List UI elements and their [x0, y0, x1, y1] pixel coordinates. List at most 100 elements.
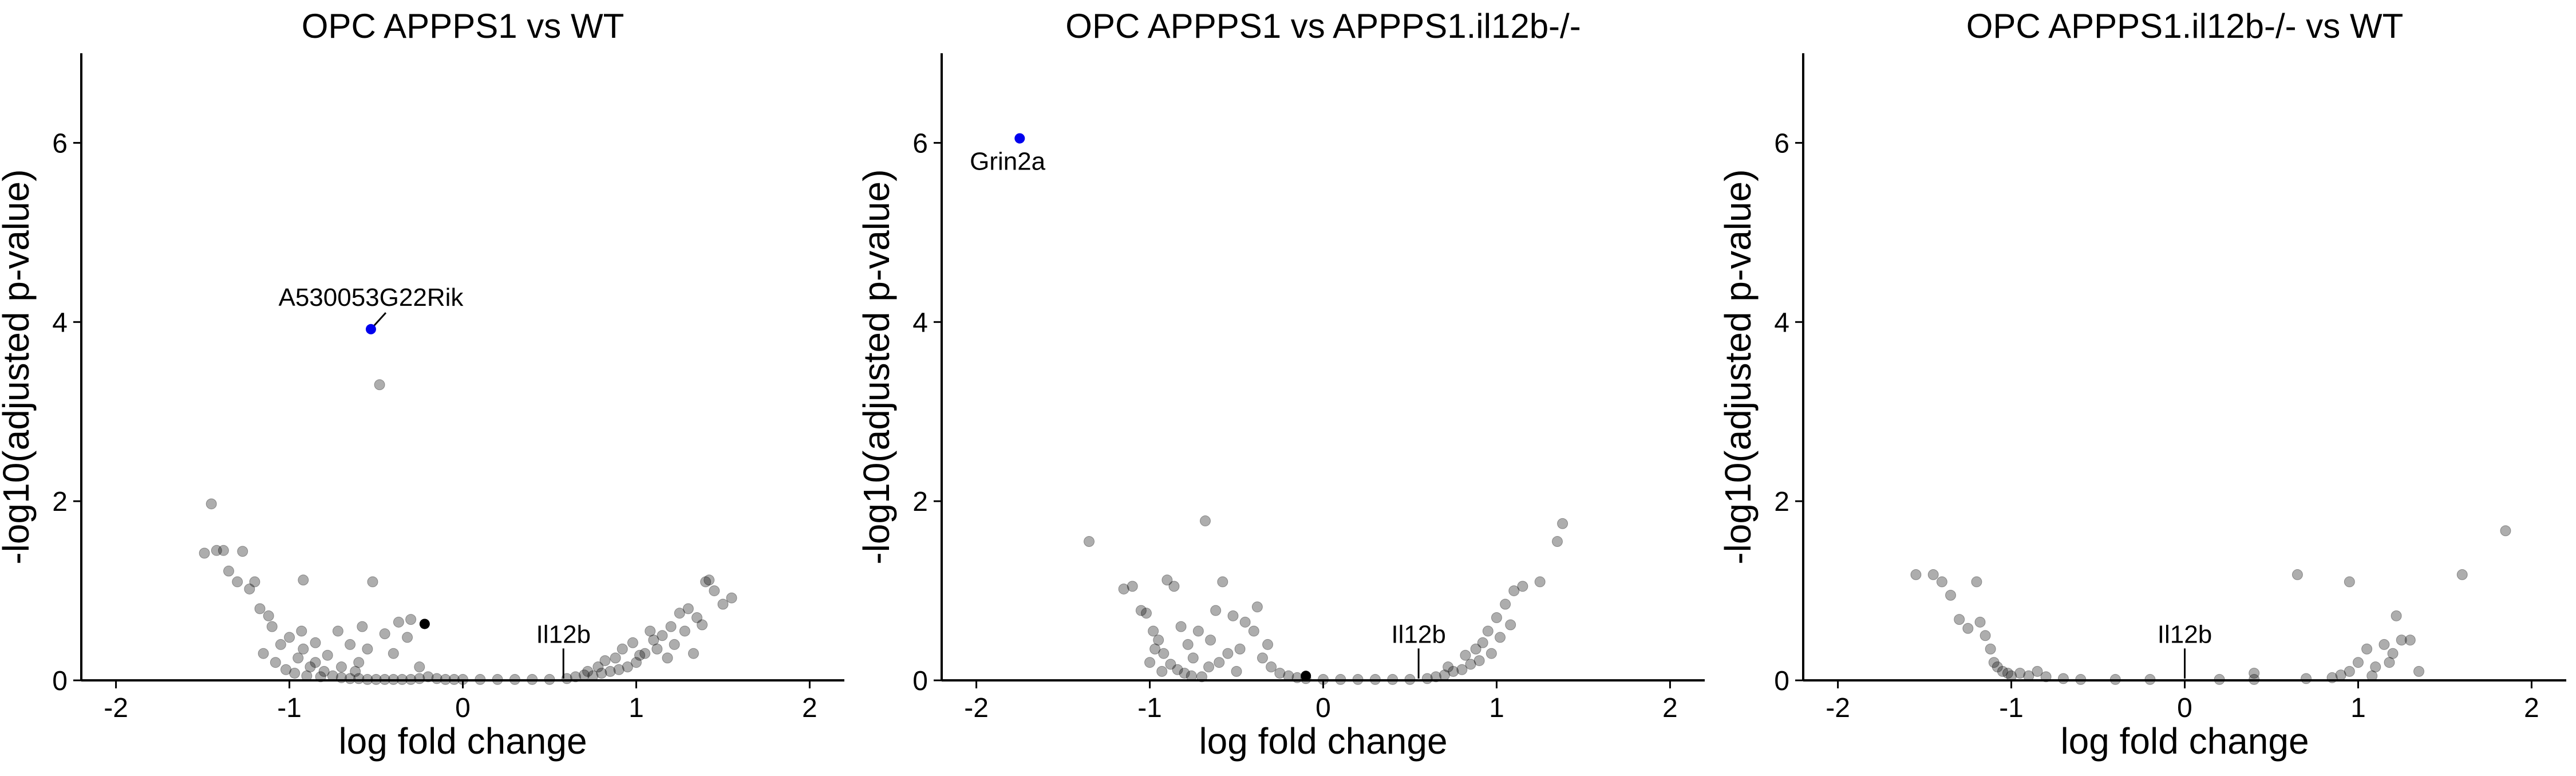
data-point: [648, 635, 659, 646]
data-point: [492, 673, 503, 685]
data-point: [691, 612, 702, 623]
data-point: [367, 576, 378, 588]
data-point: [1251, 601, 1263, 613]
data-point: [2387, 648, 2399, 659]
data-point: [1217, 576, 1228, 588]
data-point: [296, 625, 307, 637]
y-tick-label: 6: [912, 128, 928, 159]
data-point: [1352, 673, 1364, 685]
data-point: [669, 639, 680, 650]
data-point: [218, 545, 229, 556]
data-point: [1283, 670, 1294, 682]
y-axis-title: -log10(adjusted p-value): [0, 169, 37, 564]
data-point: [509, 673, 520, 685]
data-point: [1199, 515, 1211, 527]
y-tick-label: 0: [1774, 666, 1789, 696]
data-point: [645, 625, 656, 637]
data-point: [263, 610, 274, 621]
data-point: [353, 657, 365, 668]
data-point: [1203, 661, 1215, 673]
data-point: [2396, 635, 2407, 646]
data-point: [682, 603, 694, 615]
data-point: [1421, 673, 1433, 684]
data-point: [1222, 648, 1234, 659]
x-tick-label: 2: [802, 693, 817, 723]
y-axis-title: -log10(adjusted p-value): [856, 169, 897, 564]
data-point: [2249, 673, 2260, 685]
data-point: [709, 585, 720, 597]
data-point: [1491, 612, 1502, 623]
data-point: [298, 643, 309, 655]
data-point: [2014, 667, 2026, 679]
data-point: [305, 661, 316, 673]
data-point: [2384, 657, 2395, 668]
data-point: [1144, 657, 1156, 668]
data-point: [1988, 657, 2000, 668]
y-axis-title: -log10(adjusted p-value): [1717, 169, 1759, 564]
data-point: [1470, 643, 1481, 655]
data-point: [475, 673, 486, 685]
data-point: [1534, 576, 1546, 588]
data-point: [662, 652, 673, 664]
data-point: [587, 670, 599, 682]
data-point: [2370, 661, 2381, 673]
data-point: [249, 576, 260, 588]
x-tick-label: 2: [1662, 693, 1678, 723]
data-point: [414, 661, 425, 673]
data-point: [1500, 598, 1511, 610]
data-point: [2057, 673, 2069, 684]
data-point: [2413, 665, 2424, 677]
data-point: [2366, 670, 2378, 682]
data-point: [335, 661, 347, 673]
point-label: Il12b: [536, 620, 591, 648]
data-point: [1517, 581, 1528, 592]
data-point: [1210, 605, 1222, 616]
panel-title: OPC APPPS1.il12b-/- vs WT: [1966, 7, 2404, 45]
data-point: [422, 671, 434, 683]
data-point: [275, 639, 286, 650]
data-point: [674, 608, 685, 619]
data-point: [293, 652, 304, 664]
data-point: [2214, 673, 2225, 685]
data-point: [289, 667, 301, 679]
data-point: [2109, 673, 2121, 685]
data-point: [1192, 625, 1204, 637]
data-point: [1172, 664, 1183, 675]
data-point: [527, 673, 538, 685]
data-point: [1186, 670, 1197, 682]
data-point: [350, 665, 361, 677]
data-point: [1439, 669, 1451, 681]
data-point: [1448, 665, 1459, 677]
data-point: [1149, 643, 1161, 655]
data-point: [1477, 637, 1488, 648]
data-point: [2144, 673, 2156, 685]
data-point: [1430, 671, 1441, 683]
data-point: [353, 673, 365, 684]
data-point: [199, 547, 210, 559]
x-tick-label: 1: [629, 693, 644, 723]
data-point: [322, 649, 333, 661]
data-point: [1248, 625, 1259, 637]
data-point: [592, 661, 604, 673]
data-point: [634, 649, 646, 661]
data-point: [1158, 648, 1170, 659]
data-point: [1505, 619, 1516, 631]
data-point: [1495, 632, 1506, 643]
data-point: [345, 639, 356, 650]
data-point: [1456, 664, 1468, 675]
data-point: [1465, 659, 1476, 670]
data-point: [370, 673, 382, 685]
data-point: [579, 669, 590, 681]
data-point: [1974, 616, 1986, 628]
y-tick-label: 4: [1774, 308, 1789, 338]
data-point: [335, 672, 347, 683]
x-tick-label: 0: [455, 693, 471, 723]
data-point: [610, 652, 621, 664]
data-points: [199, 379, 737, 685]
data-point: [2040, 671, 2052, 683]
data-point: [318, 665, 330, 677]
panel-title: OPC APPPS1 vs APPPS1.il12b-/-: [1065, 7, 1581, 45]
data-point: [1473, 655, 1485, 667]
data-point: [1118, 583, 1129, 594]
